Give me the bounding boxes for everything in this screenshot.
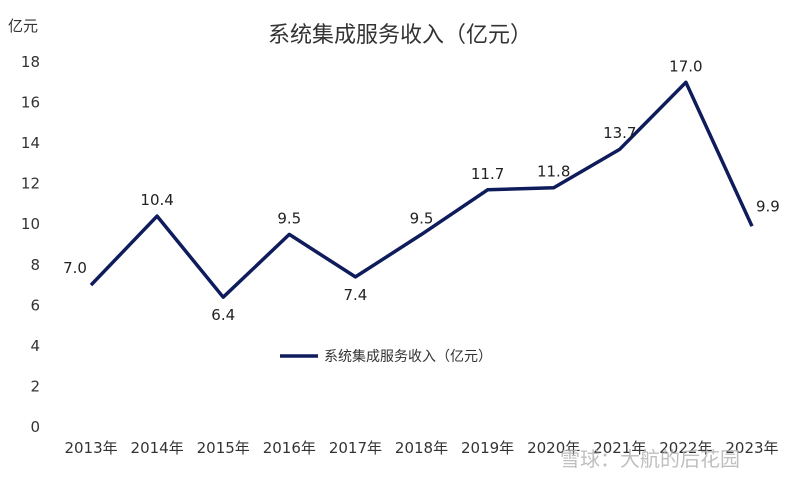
x-tick-label: 2013年 [64, 439, 117, 457]
data-label: 17.0 [669, 57, 702, 75]
x-tick-label: 2018年 [395, 439, 448, 457]
data-label: 9.5 [277, 209, 301, 227]
data-label: 10.4 [140, 191, 173, 209]
y-tick-label: 0 [30, 418, 40, 436]
watermark-text: 雪球：大航的后花园 [560, 447, 740, 471]
data-label: 9.9 [756, 197, 780, 215]
data-label: 6.4 [211, 306, 235, 324]
x-tick-label: 2020年 [527, 439, 580, 457]
x-tick-label: 2015年 [197, 439, 250, 457]
y-tick-label: 6 [30, 296, 40, 314]
x-tick-label: 2022年 [659, 439, 712, 457]
y-tick-label: 4 [30, 337, 40, 355]
y-axis-unit-label: 亿元 [8, 17, 38, 35]
series-line [89, 80, 754, 299]
data-label: 9.5 [410, 209, 434, 227]
data-label: 13.7 [603, 124, 636, 142]
y-tick-label: 2 [30, 377, 40, 395]
data-labels: 7.0 10.4 6.4 9.5 7.4 9.5 11.7 11.8 13.7 17.0 9.9 [63, 57, 780, 324]
series-lines [89, 80, 754, 299]
x-axis-ticks: 2013年 2014年 2015年 2016年 2017年 2018年 2019年 2020年… [64, 439, 778, 457]
legend-label: 系统集成服务收入（亿元） [324, 348, 492, 365]
y-axis-ticks: 0 2 4 6 8 10 12 14 16 18 [21, 53, 40, 436]
y-tick-label: 8 [30, 256, 40, 274]
data-label: 7.4 [343, 286, 367, 304]
data-label: 11.8 [537, 163, 570, 181]
x-tick-label: 2014年 [131, 439, 184, 457]
x-tick-label: 2023年 [725, 439, 778, 457]
chart-title: 系统集成服务收入（亿元） [268, 23, 532, 48]
legend: 系统集成服务收入（亿元） [280, 348, 492, 365]
x-tick-label: 2021年 [593, 439, 646, 457]
data-label: 7.0 [63, 259, 87, 277]
y-tick-label: 18 [21, 53, 40, 71]
y-tick-label: 14 [21, 134, 40, 152]
y-tick-label: 10 [21, 215, 40, 233]
y-tick-label: 16 [21, 94, 40, 112]
y-tick-label: 12 [21, 175, 40, 193]
data-label: 11.7 [471, 165, 504, 183]
x-tick-label: 2016年 [263, 439, 316, 457]
x-tick-label: 2019年 [461, 439, 514, 457]
x-tick-label: 2017年 [329, 439, 382, 457]
